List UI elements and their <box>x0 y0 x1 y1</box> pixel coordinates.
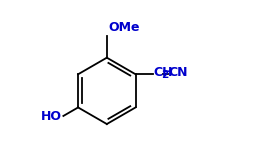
Text: OMe: OMe <box>109 21 140 34</box>
Text: HO: HO <box>41 110 62 123</box>
Text: CN: CN <box>168 66 188 79</box>
Text: CH: CH <box>153 66 173 79</box>
Text: 2: 2 <box>161 70 168 80</box>
